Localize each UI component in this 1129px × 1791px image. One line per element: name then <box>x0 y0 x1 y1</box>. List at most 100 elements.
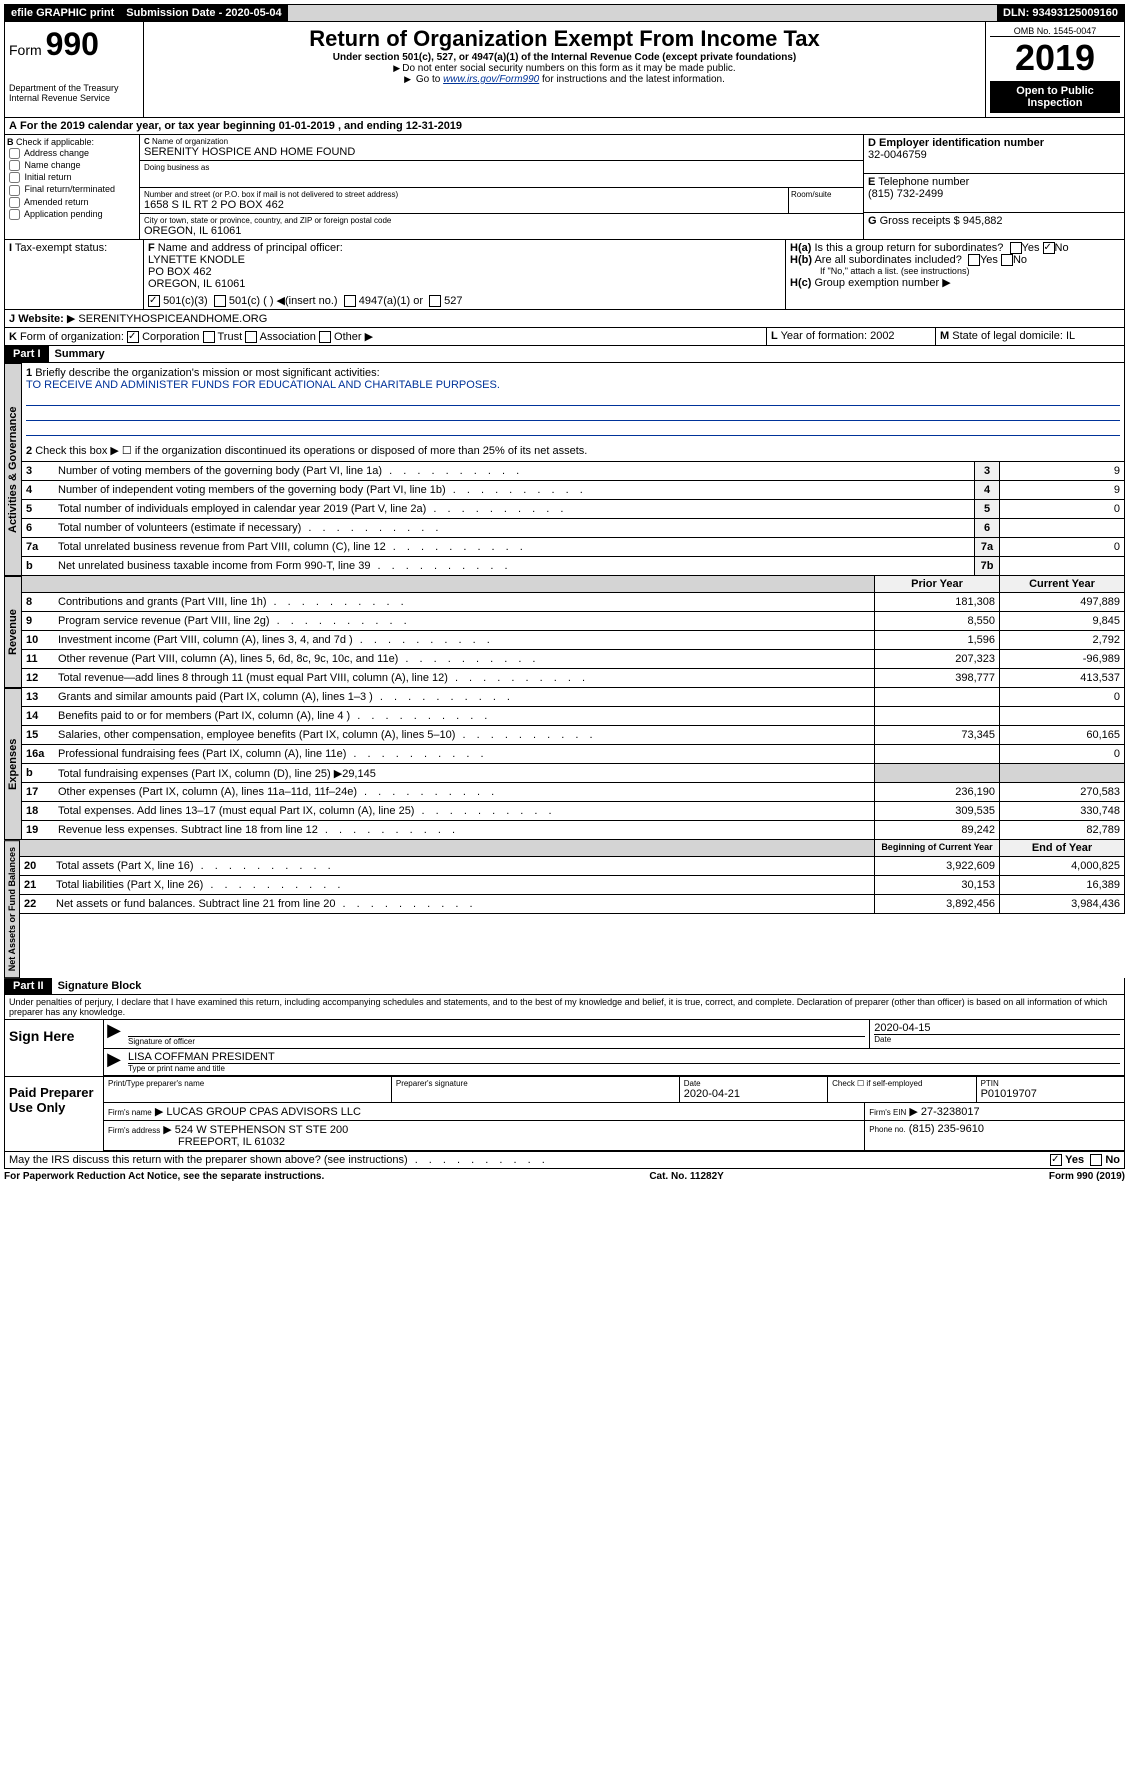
website-label: Website: <box>18 313 64 325</box>
cb-amended[interactable]: Amended return <box>7 197 137 208</box>
tab-governance: Activities & Governance <box>4 363 22 576</box>
form-subtitle: Under section 501(c), 527, or 4947(a)(1)… <box>148 52 981 63</box>
tax-year: 2019 <box>990 37 1120 79</box>
footer-pra: For Paperwork Reduction Act Notice, see … <box>4 1171 324 1182</box>
domicile-value: IL <box>1066 330 1075 342</box>
phone-label: Telephone number <box>878 176 969 188</box>
cb-527[interactable] <box>429 295 441 307</box>
j-row: J Website: ▶ SERENITYHOSPICEANDHOME.ORG <box>4 310 1125 328</box>
footer: For Paperwork Reduction Act Notice, see … <box>4 1169 1125 1184</box>
cb-501c[interactable] <box>214 295 226 307</box>
year-formation: 2002 <box>870 330 894 342</box>
ein-label: Employer identification number <box>879 137 1044 149</box>
firm-addr: 524 W STEPHENSON ST STE 200 <box>175 1124 348 1136</box>
omb-label: OMB No. 1545-0047 <box>990 26 1120 37</box>
efile-button[interactable]: efile GRAPHIC print <box>5 5 120 21</box>
cb-address-change[interactable]: Address change <box>7 148 137 159</box>
cb-discuss-no[interactable] <box>1090 1154 1102 1166</box>
summary-line: 14Benefits paid to or for members (Part … <box>22 707 1125 726</box>
cb-corp[interactable] <box>127 331 139 343</box>
box-f: F Name and address of principal officer:… <box>144 240 786 309</box>
submission-date-text: Submission Date - 2020-05-04 <box>126 7 281 19</box>
goto-post: for instructions and the latest informat… <box>539 74 725 85</box>
footer-form: Form 990 (2019) <box>1049 1171 1125 1182</box>
part2-label: Part II <box>5 978 52 994</box>
summary-line: 16aProfessional fundraising fees (Part I… <box>22 745 1125 764</box>
org-name: SERENITY HOSPICE AND HOME FOUND <box>144 146 859 158</box>
summary-line: 17Other expenses (Part IX, column (A), l… <box>22 783 1125 802</box>
dln-label: DLN: 93493125009160 <box>997 5 1124 21</box>
summary-line: 5Total number of individuals employed in… <box>22 500 1125 519</box>
prep-sig-label: Preparer's signature <box>396 1079 675 1088</box>
org-name-label: Name of organization <box>152 137 228 146</box>
summary-line: 4Number of independent voting members of… <box>22 481 1125 500</box>
cb-501c3[interactable] <box>148 295 160 307</box>
sign-here-label: Sign Here <box>5 1020 104 1076</box>
box-h: H(a) Is this a group return for subordin… <box>786 240 1124 309</box>
summary-line: 9Program service revenue (Part VIII, lin… <box>22 612 1125 631</box>
part1-title: Summary <box>49 346 111 362</box>
firm-ein-label: Firm's EIN <box>869 1108 906 1117</box>
cb-final-return[interactable]: Final return/terminated <box>7 184 137 195</box>
header-right: OMB No. 1545-0047 2019 Open to Public In… <box>985 22 1124 117</box>
goto-pre: Go to <box>416 74 443 85</box>
cb-4947[interactable] <box>344 295 356 307</box>
cb-discuss-yes[interactable] <box>1050 1154 1062 1166</box>
irs-link[interactable]: www.irs.gov/Form990 <box>443 74 539 85</box>
dept-label: Department of the Treasury <box>9 83 139 93</box>
prep-date: 2020-04-21 <box>684 1088 823 1100</box>
cb-hb-no[interactable] <box>1001 254 1013 266</box>
expenses-table: Expenses 13Grants and similar amounts pa… <box>4 688 1125 840</box>
sig-date-label: Date <box>874 1034 1120 1044</box>
part2-header: Part II Signature Block <box>4 978 1125 995</box>
fh-row: I Tax-exempt status: F Name and address … <box>4 240 1125 310</box>
q2-text: Check this box ▶ ☐ if the organization d… <box>35 445 587 457</box>
summary-line: 13Grants and similar amounts paid (Part … <box>22 688 1125 707</box>
netassets-table: Net Assets or Fund Balances Beginning of… <box>4 840 1125 978</box>
year-formation-label: Year of formation: <box>781 330 867 342</box>
firm-phone: (815) 235-9610 <box>909 1123 984 1135</box>
summary-table: Activities & Governance 1 Briefly descri… <box>4 363 1125 576</box>
tab-expenses: Expenses <box>4 688 22 840</box>
gross-label: Gross receipts $ <box>880 215 960 227</box>
cb-name-change[interactable]: Name change <box>7 160 137 171</box>
col-end: End of Year <box>999 840 1124 856</box>
cb-app-pending[interactable]: Application pending <box>7 209 137 220</box>
summary-line: 22Net assets or fund balances. Subtract … <box>20 895 1125 914</box>
footer-cat: Cat. No. 11282Y <box>649 1171 723 1182</box>
irs-label: Internal Revenue Service <box>9 93 139 103</box>
cb-assoc[interactable] <box>245 331 257 343</box>
period-row: A For the 2019 calendar year, or tax yea… <box>4 118 1125 135</box>
paid-preparer-section: Paid Preparer Use Only Print/Type prepar… <box>4 1077 1125 1152</box>
summary-line: 8Contributions and grants (Part VIII, li… <box>22 593 1125 612</box>
col-begin: Beginning of Current Year <box>874 840 999 856</box>
domicile-label: State of legal domicile: <box>952 330 1063 342</box>
prep-name-label: Print/Type preparer's name <box>108 1079 387 1088</box>
cb-other[interactable] <box>319 331 331 343</box>
form-label: Form <box>9 42 42 58</box>
sig-officer-label: Signature of officer <box>128 1036 865 1046</box>
phone-value: (815) 732-2499 <box>868 188 1120 200</box>
cb-trust[interactable] <box>203 331 215 343</box>
dba-label: Doing business as <box>144 163 859 172</box>
cb-initial-return[interactable]: Initial return <box>7 172 137 183</box>
cb-ha-yes[interactable] <box>1010 242 1022 254</box>
summary-line: bTotal fundraising expenses (Part IX, co… <box>22 764 1125 783</box>
cb-ha-no[interactable] <box>1043 242 1055 254</box>
summary-line: 20Total assets (Part X, line 16)3,922,60… <box>20 857 1125 876</box>
part2-title: Signature Block <box>52 978 148 994</box>
discuss-row: May the IRS discuss this return with the… <box>4 1152 1125 1169</box>
box-k: K Form of organization: Corporation Trus… <box>5 328 767 345</box>
firm-name: LUCAS GROUP CPAS ADVISORS LLC <box>166 1106 361 1118</box>
firm-label: Firm's name <box>108 1108 152 1117</box>
summary-line: 19Revenue less expenses. Subtract line 1… <box>22 821 1125 840</box>
firm-addr-label: Firm's address <box>108 1126 160 1135</box>
col-prior: Prior Year <box>874 576 999 592</box>
ha-label: Is this a group return for subordinates? <box>814 242 1003 254</box>
cb-hb-yes[interactable] <box>968 254 980 266</box>
form-number: 990 <box>46 26 99 62</box>
box-c: C Name of organization SERENITY HOSPICE … <box>140 135 864 239</box>
period-text: A For the 2019 calendar year, or tax yea… <box>5 118 1124 134</box>
firm-ein: 27-3238017 <box>921 1106 980 1118</box>
form-header: Form 990 Department of the Treasury Inte… <box>4 22 1125 118</box>
